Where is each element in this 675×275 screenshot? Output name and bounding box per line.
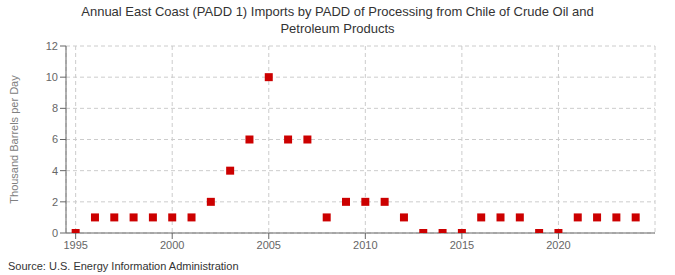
svg-text:1995: 1995 — [63, 239, 87, 251]
svg-text:0: 0 — [52, 227, 58, 239]
svg-text:12: 12 — [46, 40, 58, 52]
svg-text:Thousand Barrels per Day: Thousand Barrels per Day — [8, 75, 20, 204]
svg-text:2010: 2010 — [353, 239, 377, 251]
html-text:Annual East Coast (PADD 1) Imp: Annual East Coast (PADD 1) Imports by PA… — [81, 4, 594, 19]
svg-text:2015: 2015 — [450, 239, 474, 251]
svg-text:6: 6 — [52, 133, 58, 145]
svg-text:2005: 2005 — [257, 239, 281, 251]
html-text:Source: U.S. Energy Informatio: Source: U.S. Energy Information Administ… — [8, 260, 239, 272]
html-text:Petroleum Products: Petroleum Products — [280, 21, 395, 36]
svg-text:2: 2 — [52, 196, 58, 208]
svg-text:4: 4 — [52, 165, 58, 177]
svg-text:10: 10 — [46, 71, 58, 83]
svg-text:2000: 2000 — [160, 239, 184, 251]
svg-text:2020: 2020 — [546, 239, 570, 251]
svg-text:8: 8 — [52, 102, 58, 114]
